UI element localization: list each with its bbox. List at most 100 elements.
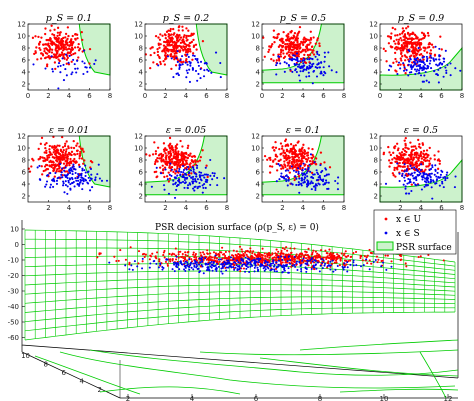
point-u bbox=[66, 159, 69, 162]
point-u bbox=[174, 41, 177, 45]
point-u bbox=[402, 165, 405, 168]
point-s bbox=[199, 270, 202, 273]
point-s bbox=[319, 164, 322, 167]
point-s bbox=[396, 72, 399, 76]
point-s bbox=[281, 258, 284, 261]
point-u bbox=[209, 252, 212, 255]
point-u bbox=[167, 144, 170, 147]
point-s bbox=[405, 168, 408, 171]
point-s bbox=[193, 189, 196, 192]
point-s bbox=[313, 266, 316, 269]
point-u bbox=[417, 154, 420, 157]
point-s bbox=[253, 270, 256, 273]
point-s bbox=[407, 192, 411, 195]
point-u bbox=[172, 45, 175, 48]
point-s bbox=[197, 64, 200, 67]
point-s bbox=[440, 169, 443, 172]
point-s bbox=[94, 178, 97, 181]
point-u bbox=[285, 45, 289, 48]
point-u bbox=[273, 41, 276, 44]
point-u bbox=[312, 249, 315, 252]
point-s bbox=[330, 69, 333, 72]
point-u bbox=[189, 152, 192, 155]
point-u bbox=[418, 38, 421, 41]
point-s bbox=[307, 168, 310, 171]
point-s bbox=[442, 176, 445, 179]
point-u bbox=[58, 33, 61, 37]
point-s bbox=[272, 265, 275, 268]
point-s bbox=[227, 266, 230, 269]
point-u bbox=[404, 146, 407, 149]
point-s bbox=[221, 272, 224, 275]
point-u bbox=[387, 42, 391, 45]
point-s bbox=[214, 254, 217, 257]
point-u bbox=[57, 45, 60, 48]
point-s bbox=[438, 54, 441, 57]
point-s bbox=[196, 187, 199, 190]
point-u bbox=[177, 150, 180, 153]
point-s bbox=[322, 259, 325, 262]
z-tick-label: 10 bbox=[10, 226, 19, 234]
point-u bbox=[404, 42, 408, 45]
point-s bbox=[403, 66, 406, 69]
point-u bbox=[160, 157, 163, 160]
point-u bbox=[413, 152, 417, 155]
point-u bbox=[53, 175, 56, 178]
point-s bbox=[251, 259, 254, 262]
point-u bbox=[291, 155, 294, 159]
point-s bbox=[306, 259, 309, 262]
point-s bbox=[291, 59, 294, 62]
point-u bbox=[173, 168, 176, 171]
point-u bbox=[38, 40, 42, 44]
point-s bbox=[219, 76, 222, 79]
point-s bbox=[300, 268, 303, 271]
point-s bbox=[187, 184, 190, 187]
point-u bbox=[281, 41, 284, 45]
point-s bbox=[88, 66, 92, 69]
point-u bbox=[162, 153, 165, 157]
point-s bbox=[66, 192, 69, 195]
point-u bbox=[294, 144, 297, 147]
point-u bbox=[115, 259, 118, 263]
point-s bbox=[200, 263, 203, 266]
point-u bbox=[343, 252, 346, 255]
point-u bbox=[180, 46, 183, 50]
point-s bbox=[304, 262, 307, 265]
point-s bbox=[171, 268, 174, 271]
point-s bbox=[49, 186, 52, 189]
point-u bbox=[412, 163, 416, 167]
point-u bbox=[181, 25, 184, 28]
point-u bbox=[165, 175, 169, 178]
point-u bbox=[268, 256, 271, 259]
point-u bbox=[442, 259, 445, 262]
point-u bbox=[53, 163, 56, 167]
point-u bbox=[174, 64, 178, 67]
point-s bbox=[368, 268, 371, 271]
point-s bbox=[301, 172, 304, 175]
point-u bbox=[187, 167, 191, 171]
point-s bbox=[195, 173, 198, 176]
point-u bbox=[186, 156, 189, 160]
point-s bbox=[315, 169, 318, 172]
point-u bbox=[224, 250, 227, 254]
decision-region bbox=[78, 135, 111, 188]
y-tick-label: 2 bbox=[374, 192, 378, 200]
point-u bbox=[272, 256, 275, 259]
point-s bbox=[175, 72, 178, 75]
point-s bbox=[178, 181, 181, 184]
point-u bbox=[275, 256, 278, 259]
point-s bbox=[421, 56, 424, 59]
point-s bbox=[318, 66, 321, 69]
point-u bbox=[67, 34, 70, 38]
point-u bbox=[302, 38, 305, 41]
point-s bbox=[284, 178, 288, 181]
point-u bbox=[306, 49, 309, 52]
decision-region bbox=[195, 23, 228, 76]
point-s bbox=[418, 67, 422, 70]
point-s bbox=[437, 176, 440, 179]
point-s bbox=[201, 260, 204, 263]
point-s bbox=[327, 187, 330, 190]
panel-title: ε = 0.5 bbox=[404, 125, 438, 136]
point-s bbox=[289, 262, 292, 265]
